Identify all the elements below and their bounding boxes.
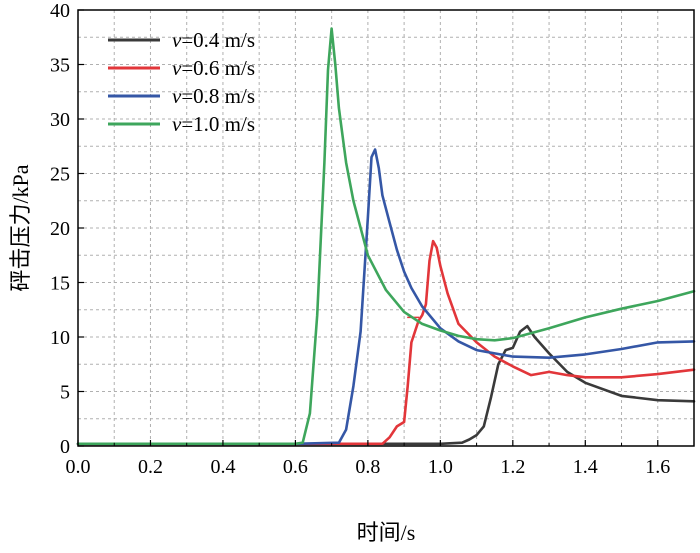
x-tick-label: 1.2 xyxy=(500,456,525,478)
x-tick-label: 1.6 xyxy=(645,456,670,478)
y-tick-label: 40 xyxy=(50,0,70,22)
series-lines xyxy=(76,27,696,446)
grid-lines xyxy=(77,9,695,447)
legend: v=0.4 m/s v=0.6 m/s v=0.8 m/s v=1.0 m/s xyxy=(108,28,255,136)
series-line-3 xyxy=(76,148,696,446)
legend-label: v=1.0 m/s xyxy=(172,112,255,136)
y-tick-label: 30 xyxy=(50,109,70,131)
y-tick-label: 25 xyxy=(50,164,70,186)
series-line-4 xyxy=(76,27,696,446)
x-tick-label: 1.4 xyxy=(573,456,598,478)
x-tick-label: 0.2 xyxy=(138,456,163,478)
y-tick-label: 35 xyxy=(50,55,70,77)
axis-ticks: 0.0 0.2 0.4 0.6 0.8 1.0 1.2 1.4 1.6 0 5 10 15 20 25 30 3… xyxy=(50,0,695,478)
y-axis-title: 砰击压力/kPa xyxy=(8,164,33,291)
legend-label: v=0.6 m/s xyxy=(172,56,255,80)
y-tick-label: 5 xyxy=(60,382,70,404)
x-tick-label: 0.4 xyxy=(210,456,235,478)
series-line-1 xyxy=(76,324,696,446)
y-tick-label: 10 xyxy=(50,327,70,349)
legend-label: v=0.8 m/s xyxy=(172,84,255,108)
x-tick-label: 0.0 xyxy=(66,456,91,478)
y-tick-label: 20 xyxy=(50,218,70,240)
series-line-2 xyxy=(76,239,696,446)
legend-label: v=0.4 m/s xyxy=(172,28,255,52)
x-tick-label: 0.8 xyxy=(355,456,380,478)
x-tick-label: 0.6 xyxy=(283,456,308,478)
y-tick-label: 15 xyxy=(50,273,70,295)
x-axis-title: 时间/s xyxy=(357,520,416,545)
y-tick-label: 0 xyxy=(60,436,70,458)
x-tick-label: 1.0 xyxy=(428,456,453,478)
